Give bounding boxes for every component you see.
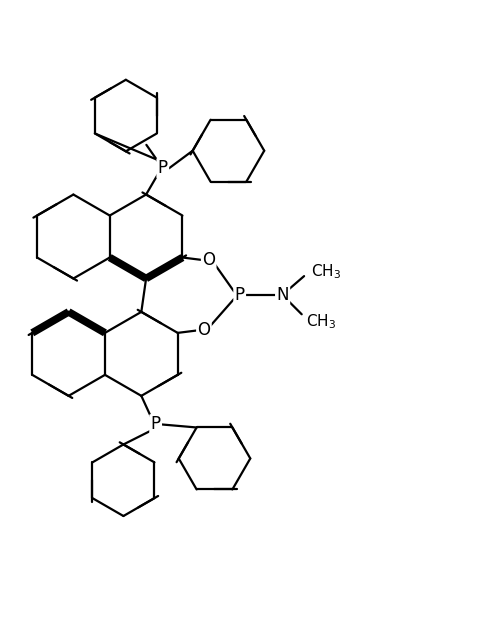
Text: N: N (276, 286, 289, 304)
Text: O: O (198, 321, 211, 339)
Text: P: P (235, 286, 245, 304)
Text: O: O (202, 251, 215, 269)
Text: P: P (158, 159, 168, 177)
Text: CH$_3$: CH$_3$ (307, 312, 337, 331)
Text: CH$_3$: CH$_3$ (311, 262, 341, 281)
Text: P: P (151, 415, 161, 433)
